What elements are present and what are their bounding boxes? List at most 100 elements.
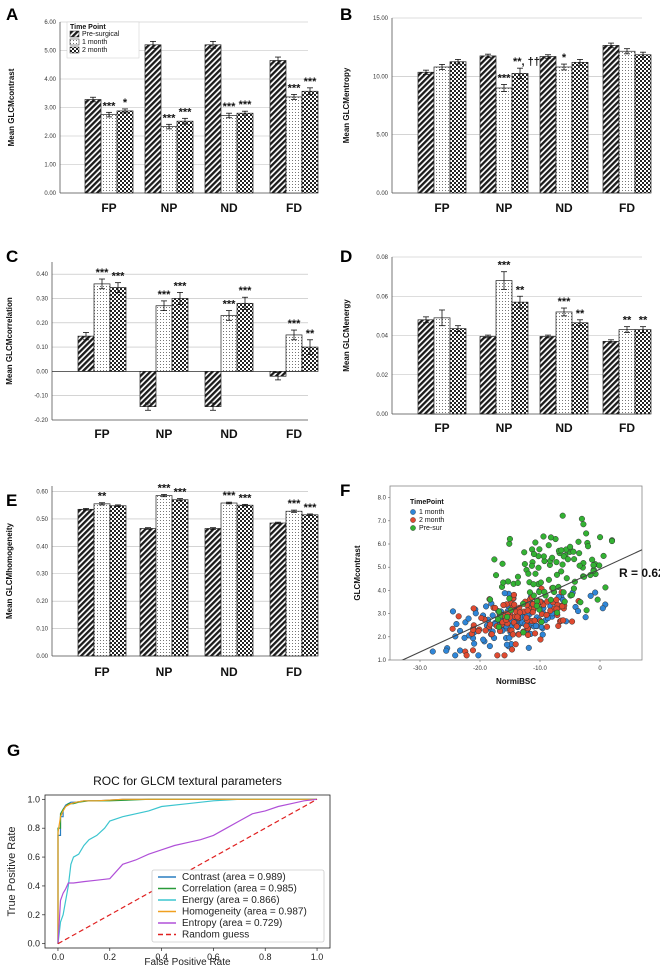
y-tick-label: 0.00	[36, 369, 48, 375]
scatter-point	[547, 596, 554, 603]
panel-a: A 0.00 1.00 2.00 3.00 4.00 5.00 6.00 Mean GLCMco…	[6, 5, 319, 215]
scatter-point	[487, 621, 494, 628]
scatter-point	[488, 631, 495, 638]
significance-marker: ***	[112, 271, 126, 283]
panel-label: G	[7, 741, 20, 760]
bar	[77, 508, 95, 657]
bar	[539, 56, 557, 194]
roc-curve	[57, 798, 317, 944]
scatter-point	[492, 604, 499, 611]
bar	[93, 503, 111, 657]
bar	[433, 66, 451, 194]
bar	[634, 329, 652, 415]
bar	[236, 302, 254, 372]
bar	[204, 528, 222, 657]
significance-marker: ***	[223, 101, 237, 113]
scatter-point	[537, 636, 544, 643]
scatter-point	[587, 592, 594, 599]
scatter-point	[553, 571, 560, 578]
bar	[93, 283, 111, 372]
scatter-point	[483, 603, 490, 610]
panel-label: F	[340, 481, 350, 500]
scatter-point	[532, 622, 540, 629]
bar	[539, 336, 557, 415]
bar	[220, 502, 238, 657]
y-tick-label: 2.0	[378, 635, 387, 641]
panel-label: D	[340, 247, 352, 266]
scatter-point	[532, 570, 539, 577]
panel-label: A	[6, 5, 18, 24]
scatter-point	[583, 607, 590, 614]
y-tick-label: 0.20	[36, 599, 48, 605]
x-tick-label: 0.8	[259, 952, 272, 962]
panel-b: B 0.00 5.00 10.00 15.00 Mean GLCMentropy FP NP *…	[340, 5, 652, 215]
legend-marker	[410, 509, 416, 515]
legend-label: Entropy (area = 0.729)	[182, 918, 282, 929]
legend-label: Correlation (area = 0.985)	[182, 884, 297, 895]
category-label: FD	[286, 201, 302, 215]
significance-marker: ***	[96, 267, 110, 279]
scatter-point	[470, 605, 477, 612]
y-tick-label: 0.2	[27, 910, 40, 920]
significance-marker: ***	[158, 289, 172, 301]
scatter-point	[537, 579, 544, 586]
scatter-point	[500, 602, 507, 609]
bar	[176, 120, 194, 194]
category-label: NP	[156, 427, 173, 441]
scatter-point	[523, 622, 530, 629]
bar	[285, 510, 303, 657]
scatter-point	[533, 602, 540, 609]
scatter-point	[461, 634, 468, 641]
y-tick-label: 0.10	[36, 627, 48, 633]
bar	[139, 371, 157, 407]
y-tick-label: 4.0	[378, 588, 387, 594]
bar	[236, 112, 254, 194]
scatter-point	[545, 542, 552, 549]
scatter-point	[580, 521, 587, 528]
scatter-point	[491, 556, 498, 563]
category-label: ND	[555, 421, 573, 435]
significance-marker: ***	[179, 106, 193, 118]
legend-swatch	[69, 38, 80, 46]
scatter-point	[584, 543, 592, 550]
scatter-point	[563, 575, 570, 582]
y-tick-label: 1.00	[44, 163, 56, 169]
bar	[171, 499, 189, 657]
bar	[602, 341, 620, 415]
y-tick-label: 7.0	[378, 519, 387, 525]
scatter-point	[532, 630, 539, 637]
y-tick-label: 0.8	[27, 823, 40, 833]
x-tick-label: 1.0	[311, 952, 324, 962]
y-tick-label: 0.08	[376, 255, 388, 261]
significance-marker: ***	[158, 483, 172, 495]
y-axis-label: Mean GLCMcontrast	[7, 68, 16, 146]
y-tick-label: 0.60	[36, 489, 48, 495]
y-tick-label: 5.00	[44, 49, 56, 55]
scatter-point	[524, 607, 531, 614]
scatter-point	[504, 613, 511, 621]
scatter-point	[523, 614, 530, 621]
bar	[204, 44, 222, 194]
scatter-point	[589, 556, 596, 563]
scatter-point	[554, 609, 561, 616]
y-tick-label: 8.0	[378, 496, 387, 502]
scatter-point	[449, 608, 457, 615]
scatter-point	[455, 613, 462, 620]
scatter-point	[545, 576, 552, 583]
y-tick-label: 0.6	[27, 852, 40, 862]
legend-swatch	[69, 46, 80, 54]
significance-marker: ***	[498, 260, 512, 272]
y-tick-label: 0.30	[36, 572, 48, 578]
scatter-point	[525, 644, 532, 651]
y-tick-label: 2.00	[44, 134, 56, 140]
scatter-points	[401, 512, 642, 660]
bar	[144, 44, 162, 194]
y-tick-label: 6.00	[44, 20, 56, 26]
scatter-point	[583, 530, 590, 537]
scatter-point	[547, 534, 555, 541]
y-tick-label: 0.20	[36, 321, 48, 327]
panel-label: C	[6, 247, 18, 266]
bar	[160, 126, 178, 194]
scatter-point	[576, 550, 583, 557]
scatter-point	[495, 608, 502, 615]
